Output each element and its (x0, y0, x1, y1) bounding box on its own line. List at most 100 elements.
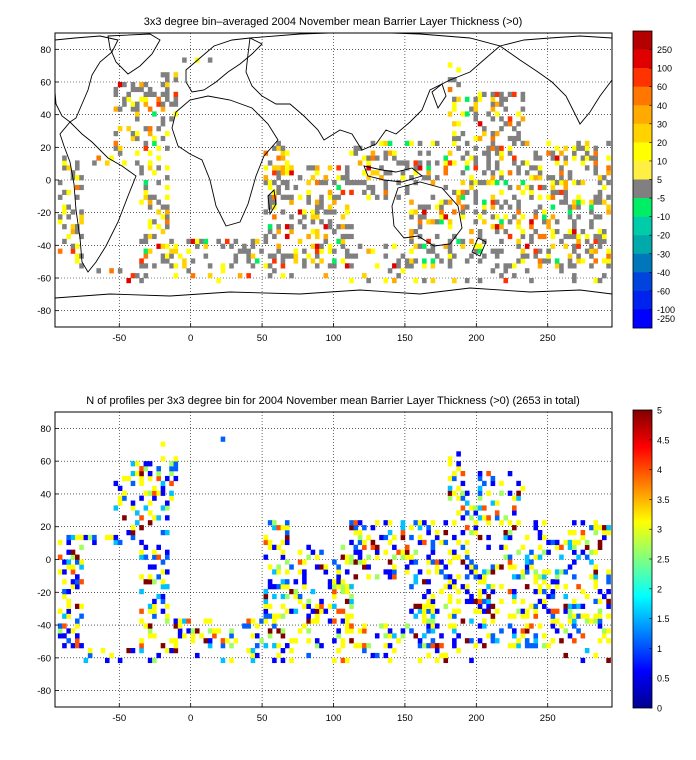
data-cell (263, 534, 269, 541)
data-cell (160, 530, 166, 536)
data-cell (344, 584, 350, 590)
data-cell (143, 461, 149, 467)
data-cell (152, 170, 157, 176)
data-cell (554, 229, 560, 235)
data-cell (499, 175, 504, 181)
data-cell (456, 648, 461, 654)
data-cell (400, 628, 406, 634)
data-cell (323, 608, 329, 614)
data-cell (152, 485, 157, 491)
data-cell (66, 204, 72, 210)
data-cell (284, 224, 290, 230)
data-cell (392, 574, 397, 580)
data-cell (576, 214, 581, 220)
data-cell (576, 145, 581, 151)
data-cell (332, 559, 337, 565)
data-cell (263, 643, 269, 649)
data-cell (413, 603, 419, 609)
data-cell (482, 219, 487, 225)
data-cell (349, 525, 354, 531)
data-cell (220, 436, 226, 442)
data-cell (507, 554, 513, 560)
data-cell (272, 145, 277, 151)
data-cell (267, 628, 273, 634)
data-cell (357, 180, 363, 186)
data-cell (387, 643, 393, 649)
data-cell (404, 564, 410, 570)
data-cell (164, 530, 170, 536)
data-cell (602, 633, 607, 639)
colorbar-label: -100 (657, 305, 675, 315)
data-cell (507, 623, 513, 629)
data-cell (473, 643, 479, 649)
data-cell (57, 194, 63, 200)
data-cell (597, 199, 603, 205)
data-cell (452, 253, 457, 259)
data-cell (516, 490, 521, 496)
data-cell (572, 549, 577, 555)
data-cell (422, 214, 427, 220)
data-cell (152, 613, 157, 619)
data-cell (164, 91, 170, 97)
data-cell (302, 569, 307, 575)
data-cell (392, 648, 397, 654)
colorbar-label: -250 (657, 314, 675, 324)
data-cell (374, 574, 380, 580)
data-cell (379, 623, 384, 629)
data-cell (434, 648, 440, 654)
data-cell (164, 194, 170, 200)
data-cell (597, 229, 603, 235)
data-cell (490, 638, 496, 644)
data-cell (447, 150, 453, 156)
data-cell (499, 96, 504, 102)
data-cell (409, 214, 414, 220)
data-cell (439, 643, 444, 649)
data-cell (426, 652, 431, 659)
data-cell (443, 199, 449, 205)
data-cell (554, 628, 560, 634)
data-cell (494, 253, 500, 259)
data-cell (344, 180, 350, 186)
data-cell (160, 456, 166, 462)
data-cell (164, 224, 170, 230)
data-cell (156, 515, 161, 521)
data-cell (593, 165, 599, 171)
data-cell (524, 569, 530, 575)
data-cell (113, 505, 119, 511)
data-cell (66, 534, 72, 541)
data-cell (597, 539, 603, 546)
colorbar-label: 1.5 (657, 614, 670, 624)
data-cell (314, 564, 320, 570)
data-cell (74, 258, 80, 264)
data-cell (70, 569, 76, 575)
data-cell (507, 219, 513, 225)
x-tick-label: 150 (397, 713, 413, 724)
data-cell (220, 268, 226, 274)
data-cell (276, 170, 281, 176)
data-cell (319, 243, 324, 249)
data-cell (134, 86, 140, 93)
data-cell (469, 569, 474, 575)
data-cell (383, 652, 389, 659)
data-cell (473, 525, 479, 531)
data-cell (323, 564, 329, 570)
data-cell (490, 131, 496, 137)
data-cell (306, 613, 311, 619)
data-cell (417, 643, 423, 649)
data-cell (173, 475, 179, 482)
data-cell (507, 643, 513, 649)
data-cell (572, 233, 577, 240)
data-cell (533, 589, 539, 595)
data-cell (147, 150, 153, 156)
data-cell (452, 613, 457, 619)
data-cell (147, 471, 153, 477)
data-cell (559, 180, 564, 186)
data-cell (139, 165, 144, 171)
data-cell (57, 633, 63, 639)
data-cell (602, 593, 607, 600)
data-cell (520, 628, 526, 634)
data-cell (143, 623, 149, 629)
data-cell (567, 530, 573, 536)
data-cell (276, 628, 281, 634)
data-cell (482, 574, 487, 580)
